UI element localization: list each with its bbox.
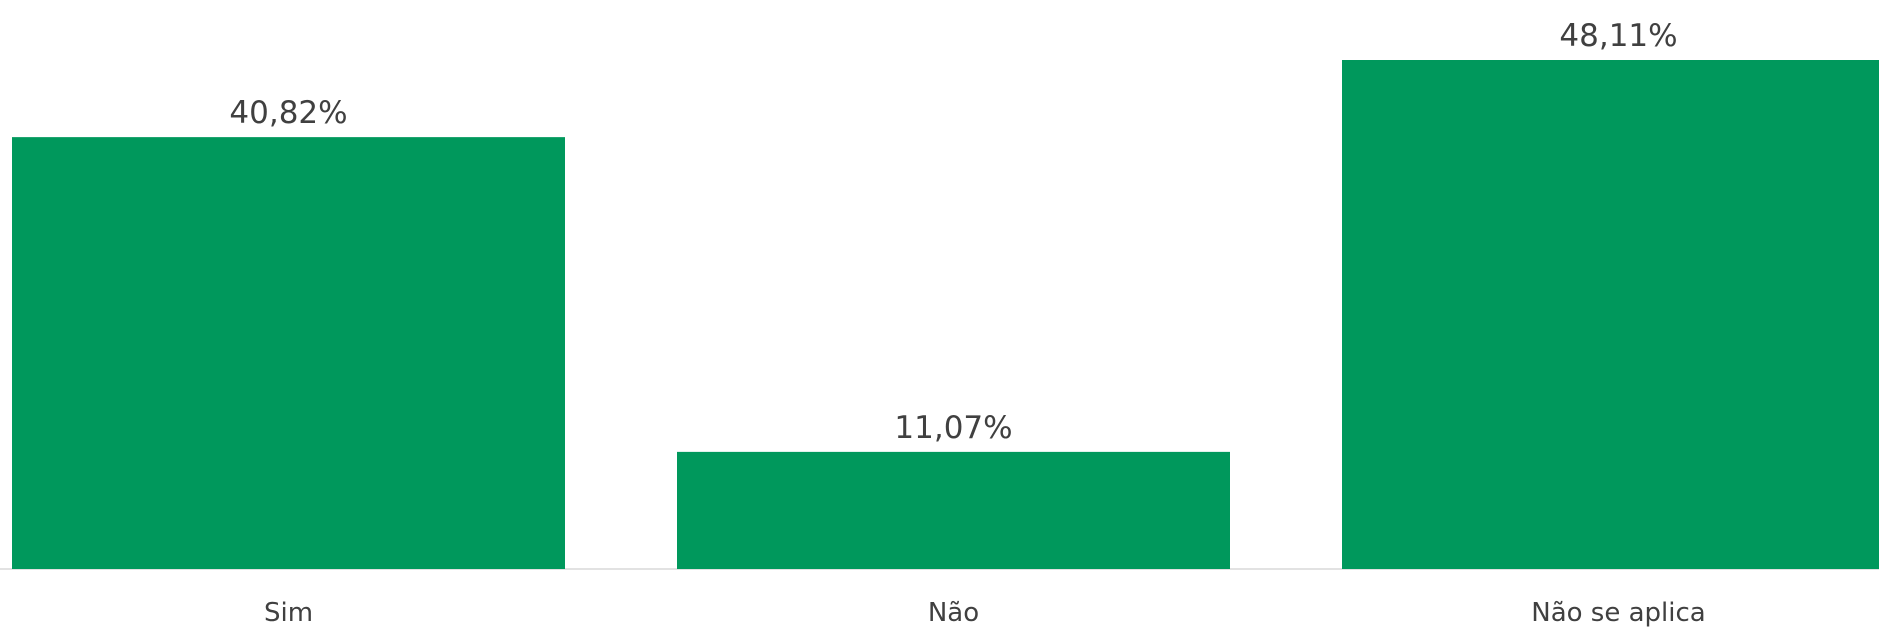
x-tick-label: Sim <box>264 598 313 628</box>
x-tick-label: Não se aplica <box>1531 598 1705 628</box>
value-label: 40,82% <box>229 95 347 131</box>
bar <box>12 137 565 569</box>
value-label: 48,11% <box>1559 18 1677 54</box>
x-tick-label: Não <box>928 598 979 628</box>
value-label: 11,07% <box>894 410 1012 446</box>
bar <box>1342 60 1879 569</box>
bar <box>677 451 1230 569</box>
